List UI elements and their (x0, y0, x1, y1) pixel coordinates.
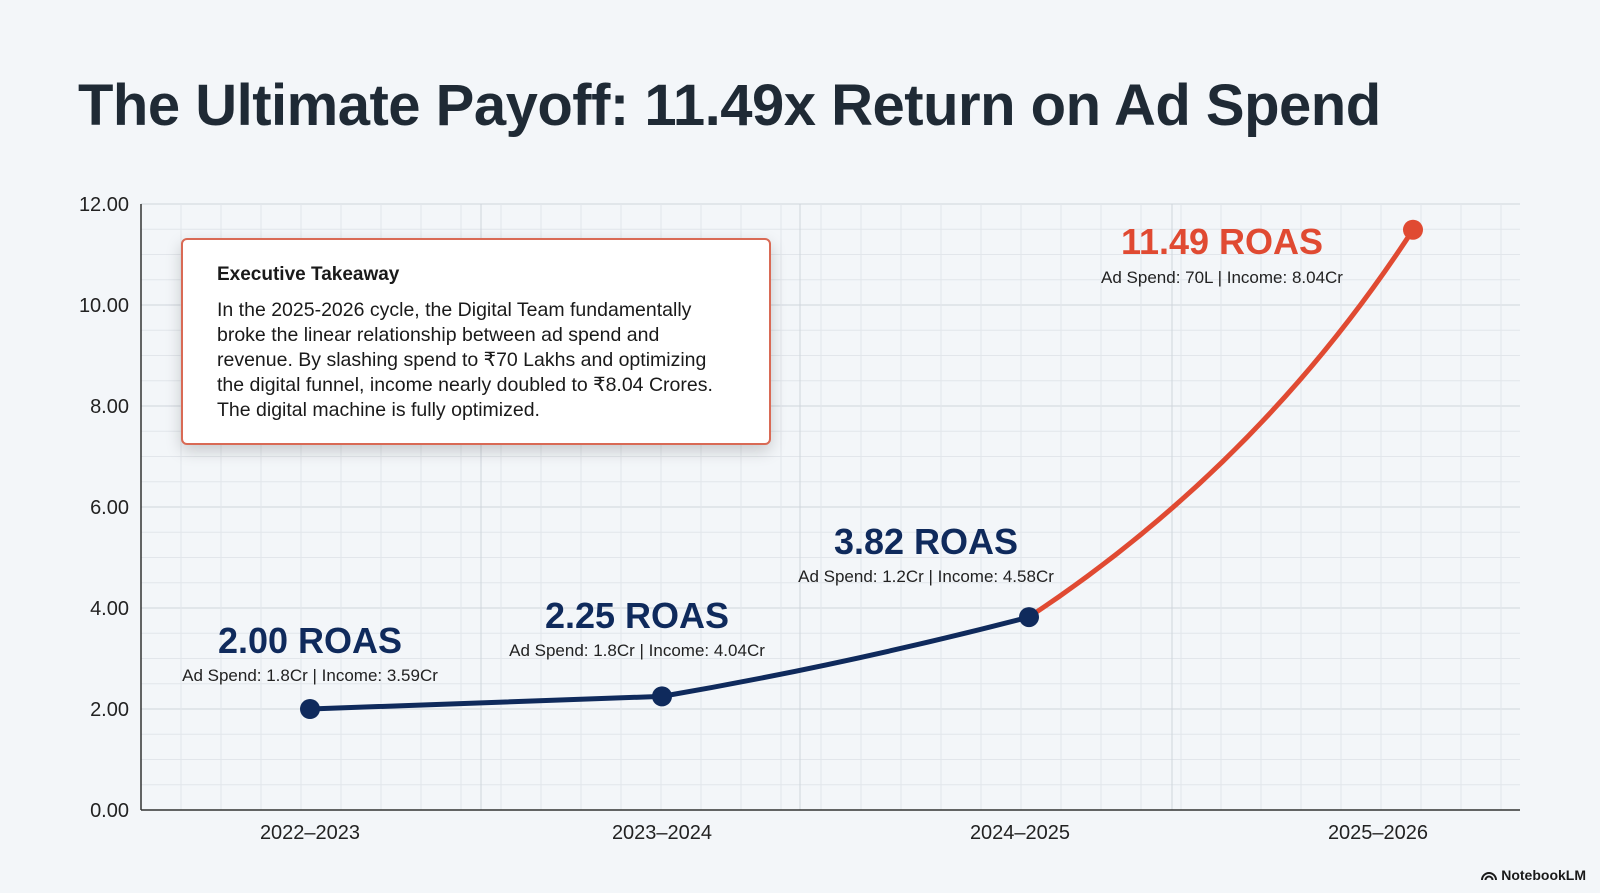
data-point (652, 686, 672, 707)
y-tick-label: 6.00 (90, 497, 129, 519)
series-line-breakout (1026, 227, 1416, 620)
x-axis-ticks: 2022–2023 2023–2024 2024–2025 2025–2026 (260, 822, 1428, 844)
data-point (1019, 607, 1039, 628)
chart-axes (140, 204, 1520, 811)
takeaway-body: In the 2025-2026 cycle, the Digital Team… (217, 299, 713, 421)
spend-income-label: Ad Spend: 1.2Cr | Income: 4.58Cr (798, 567, 1054, 586)
x-tick-label: 2025–2026 (1328, 822, 1428, 844)
x-tick-label: 2022–2023 (260, 822, 360, 844)
roas-label: 2.00 ROAS (218, 620, 402, 661)
y-tick-label: 0.00 (90, 800, 129, 822)
y-tick-label: 12.00 (79, 194, 129, 216)
roas-label: 3.82 ROAS (834, 521, 1018, 562)
chart-grid (140, 203, 1520, 811)
spend-income-label: Ad Spend: 70L | Income: 8.04Cr (1101, 268, 1343, 287)
page-title: The Ultimate Payoff: 11.49x Return on Ad… (78, 73, 1381, 138)
x-tick-label: 2024–2025 (970, 822, 1070, 844)
brand-name: NotebookLM (1501, 867, 1586, 883)
y-tick-label: 8.00 (90, 396, 129, 418)
x-tick-label: 2023–2024 (612, 822, 712, 844)
spend-income-label: Ad Spend: 1.8Cr | Income: 3.59Cr (182, 666, 438, 685)
takeaway-heading: Executive Takeaway (217, 264, 400, 285)
executive-takeaway-card: Executive Takeaway In the 2025-2026 cycl… (181, 238, 771, 445)
data-point (300, 699, 320, 719)
roas-label: 11.49 ROAS (1121, 221, 1323, 262)
series-points (300, 219, 1423, 719)
y-tick-label: 2.00 (90, 699, 129, 721)
series-line-baseline (307, 614, 1032, 712)
data-point (1403, 219, 1423, 240)
data-labels: 2.00 ROAS Ad Spend: 1.8Cr | Income: 3.59C… (182, 221, 1343, 685)
brand-watermark: NotebookLM (1481, 867, 1586, 883)
series-lines (307, 227, 1416, 712)
roas-label: 2.25 ROAS (545, 595, 729, 636)
y-tick-label: 4.00 (90, 598, 129, 620)
y-tick-label: 10.00 (79, 295, 129, 317)
spend-income-label: Ad Spend: 1.8Cr | Income: 4.04Cr (509, 641, 765, 660)
y-axis-ticks: 0.00 2.00 4.00 6.00 8.00 10.00 12.00 (79, 194, 129, 822)
notebooklm-logo-icon (1481, 872, 1498, 881)
